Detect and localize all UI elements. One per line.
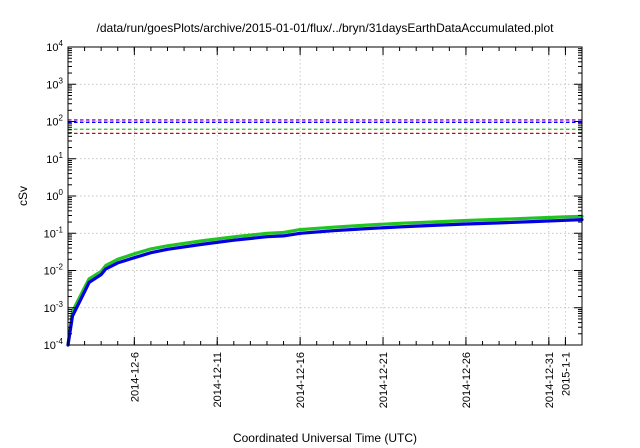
x-axis-label: Coordinated Universal Time (UTC) (233, 431, 417, 445)
chart-title: /data/run/goesPlots/archive/2015-01-01/f… (97, 21, 555, 35)
y-tick-label: 10-2 (44, 263, 64, 278)
y-tick-label: 104 (46, 39, 63, 54)
x-tick-label: 2014-12-21 (378, 352, 390, 408)
x-tick-label: 2015-1-1 (560, 352, 572, 396)
series-line (66, 218, 584, 347)
y-tick-label: 10-3 (44, 300, 64, 315)
x-tick-label: 2014-12-26 (461, 352, 473, 408)
y-tick-label: 103 (46, 76, 63, 91)
y-tick-label: 10-4 (44, 337, 64, 352)
y-axis-label: cSv (16, 186, 30, 206)
data-series (66, 214, 584, 347)
y-tick-label: 102 (46, 114, 63, 129)
series-line (66, 214, 584, 347)
x-axis-ticks: 2014-12-6 2014-12-11 2014-12-16 2014-12-21 2… (84, 47, 572, 408)
grid-lines (68, 47, 582, 345)
x-tick-label: 2014-12-6 (129, 352, 141, 402)
x-tick-label: 2014-12-31 (544, 352, 556, 408)
y-tick-label: 100 (46, 188, 63, 203)
y-tick-label: 10-1 (44, 225, 64, 240)
y-axis-ticks: 10-4 10-3 10-2 10-1 100 101 102 103 104 (44, 39, 582, 352)
threshold-lines (68, 119, 582, 135)
x-tick-label: 2014-12-16 (295, 352, 307, 408)
y-tick-label: 101 (46, 151, 63, 166)
x-tick-label: 2014-12-11 (212, 352, 224, 407)
